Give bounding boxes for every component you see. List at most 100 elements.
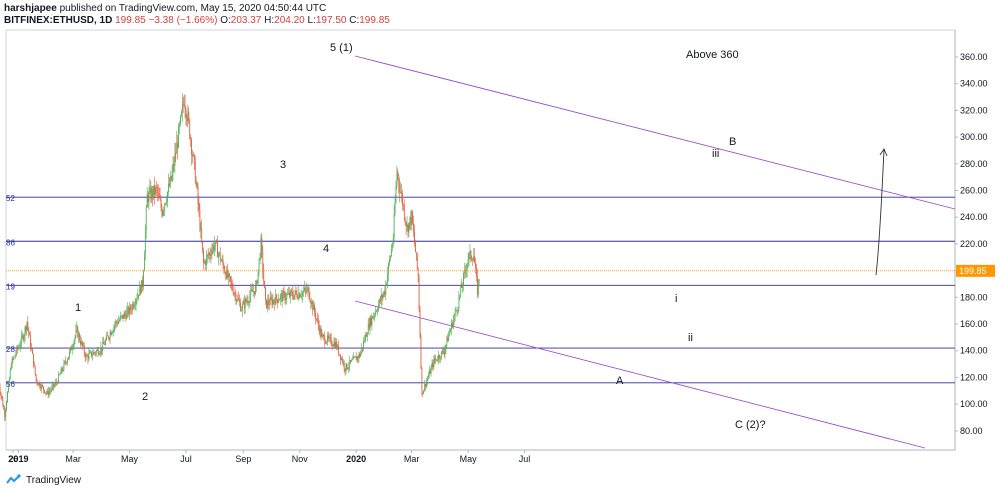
candle-body [104,344,106,345]
candle-body [334,342,336,348]
candle-body [358,353,360,359]
candle-body [357,356,359,359]
candle-body [462,285,463,288]
candle-body [466,264,468,271]
y-tick-label: 240.00 [960,212,988,222]
candle-body [98,353,100,355]
candle-body [157,192,159,194]
open-label: O: [220,15,231,26]
x-tick-label: Nov [292,454,309,464]
candle-body [315,312,316,319]
candle-body [83,345,85,354]
candle-body [290,290,291,297]
wave-annotation: ii [688,332,693,344]
candle-body [472,259,474,261]
candle-body [160,199,162,208]
candle-body [383,291,385,295]
candle-body [148,191,150,203]
candle-body [43,386,44,390]
candle-body [343,362,345,369]
candle-body [380,295,382,302]
candle-body [232,289,234,295]
candle-body [453,315,455,320]
candle-body [8,378,10,383]
candle-body [122,314,124,319]
candle-body [174,153,176,166]
last-price-label: 199.85 [959,266,987,276]
candle-body [432,363,434,367]
candle-body [142,280,143,288]
candle-body [49,390,51,392]
candle-body [261,237,263,251]
candle-body [84,353,86,358]
high-label: H: [264,15,275,26]
candle-body [259,258,261,259]
candle-body [429,370,431,374]
candle-body [57,374,59,384]
candle-body [58,374,60,376]
candle-body [277,299,278,303]
candle-body [255,281,257,285]
candle-body [440,351,442,359]
candle-body [345,363,347,372]
candle-body [156,187,157,188]
candle-body [430,367,432,374]
candle-body [193,154,194,156]
candle-body [16,347,18,354]
upper-trendline [354,55,956,210]
candle-body [154,185,155,195]
candle-body [39,382,41,388]
candle-body [473,256,475,261]
candle-body [225,273,227,279]
candle-body [460,285,462,295]
candle-body [350,360,352,362]
candle-body [366,334,367,337]
candle-body [105,340,106,345]
candle-body [150,187,152,200]
projection-arrow [875,149,885,276]
candle-body [88,353,90,360]
candle-body [189,119,191,138]
candle-body [351,359,352,362]
candle-body [464,269,465,274]
candle-body [386,282,388,285]
candle-body [475,263,476,268]
candle-body [169,176,171,186]
candle-body [182,103,184,105]
candle-body [463,273,464,286]
candle-body [215,240,217,245]
candle-body [337,345,339,349]
candle-body [230,276,231,282]
candle-body [275,294,277,305]
candle-body [223,264,225,271]
candle-body [243,301,245,309]
candle-body [274,301,276,305]
candle-body [73,340,75,347]
candle-body [129,306,130,315]
candle-body [46,390,48,393]
candle-body [250,289,252,297]
wave-annotation: 3 [280,159,286,171]
candle-body [159,197,161,200]
candle-body [321,334,323,337]
candle-body [317,319,319,326]
candle-body [476,267,477,277]
candle-body [293,294,295,299]
candle-body [82,345,84,347]
candle-body [100,347,102,353]
x-tick-label: Jul [519,454,531,464]
candle-body [266,299,267,308]
candle-body [446,337,448,345]
candle-body [457,308,459,312]
candle-body [355,356,357,361]
candle-body [7,391,8,403]
candle-body [302,292,303,296]
candle-body [245,299,247,302]
candle-body [144,254,145,272]
candle-body [353,356,354,360]
candle-body [392,238,394,245]
candle-body [307,287,309,289]
candle-body [132,304,134,308]
candle-body [390,256,391,260]
